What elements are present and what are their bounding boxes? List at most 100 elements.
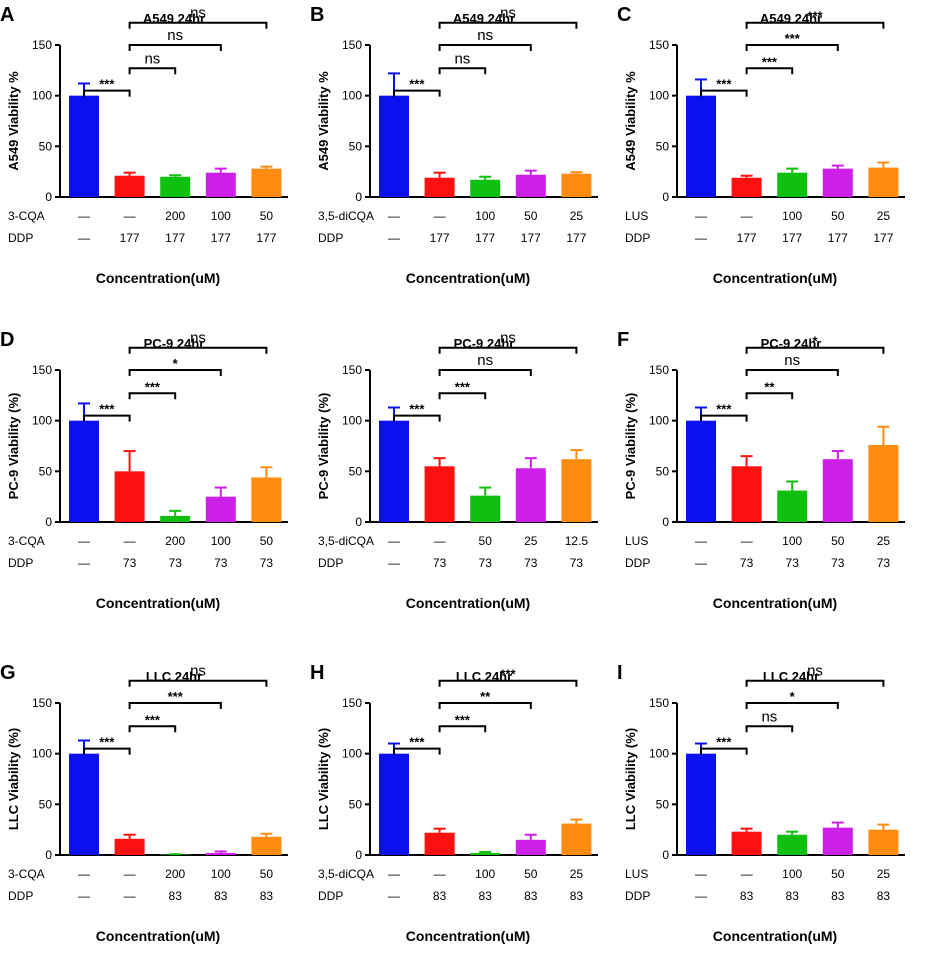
drug-dose: — <box>741 534 753 548</box>
panel-letter: D <box>0 329 14 351</box>
y-tick-label: 100 <box>649 89 669 103</box>
panel-letter: H <box>310 662 324 684</box>
drug-dose: 25 <box>877 867 891 881</box>
ddp-dose: 177 <box>475 231 495 245</box>
y-axis-label: PC-9 Viability (%) <box>623 393 638 500</box>
significance-label: ns <box>167 27 183 44</box>
drug-dose: 100 <box>211 534 231 548</box>
ddp-dose: — <box>695 231 707 245</box>
significance-bracket <box>745 369 839 376</box>
significance-label: *** <box>807 9 823 24</box>
drug-dose: — <box>695 209 707 223</box>
significance-bracket <box>438 44 532 51</box>
significance-label: ns <box>454 50 470 67</box>
ddp-dose: 177 <box>782 231 802 245</box>
drug-dose: — <box>124 534 136 548</box>
y-tick-label: 0 <box>45 848 52 862</box>
significance-bracket <box>745 21 885 29</box>
y-tick-label: 0 <box>45 515 52 529</box>
significance-label: *** <box>455 379 471 394</box>
ddp-dose: 73 <box>740 556 754 570</box>
significance-bracket <box>438 369 532 376</box>
drug-dose: 50 <box>524 209 538 223</box>
ddp-dose: 73 <box>479 556 493 570</box>
ddp-dose: 83 <box>169 889 183 903</box>
y-axis-label: A549 Viability % <box>623 71 638 171</box>
significance-label: ns <box>761 708 777 725</box>
bar-5 <box>251 168 282 197</box>
bar-2 <box>114 471 145 522</box>
significance-bracket <box>128 369 222 376</box>
significance-label: *** <box>168 689 184 704</box>
y-tick-label: 50 <box>349 797 363 811</box>
ddp-dose: 83 <box>570 889 584 903</box>
drug-dose: 200 <box>165 209 185 223</box>
bar-2 <box>731 177 762 197</box>
drug-dose: 25 <box>524 534 538 548</box>
y-tick-label: 100 <box>32 414 52 428</box>
bar-4 <box>515 468 546 522</box>
y-tick-label: 0 <box>662 190 669 204</box>
y-tick-label: 150 <box>342 363 362 377</box>
significance-bracket <box>438 725 487 733</box>
ddp-dose: 73 <box>433 556 447 570</box>
bar-1 <box>686 420 716 522</box>
ddp-dose: 83 <box>260 889 274 903</box>
bar-3 <box>470 495 501 522</box>
ddp-dose: — <box>695 556 707 570</box>
ddp-dose: 83 <box>877 889 891 903</box>
significance-label: *** <box>99 735 115 750</box>
y-tick-label: 0 <box>355 515 362 529</box>
y-tick-label: 50 <box>349 139 363 153</box>
drug-dose: — <box>695 867 707 881</box>
y-tick-label: 150 <box>649 696 669 710</box>
y-axis-label: A549 Viability % <box>6 71 21 171</box>
ddp-dose: — <box>124 889 136 903</box>
drug-dose: — <box>741 867 753 881</box>
ddp-dose: 177 <box>165 231 185 245</box>
y-tick-label: 50 <box>349 464 363 478</box>
significance-label: ** <box>480 689 491 704</box>
significance-bracket <box>745 44 839 51</box>
bar-3 <box>470 852 501 855</box>
ddp-row-label: DDP <box>8 556 33 570</box>
ddp-dose: 73 <box>877 556 891 570</box>
drug-row-label: 3,5-diCQA <box>318 209 374 223</box>
bar-2 <box>731 831 762 855</box>
bar-5 <box>868 829 899 855</box>
y-tick-label: 50 <box>656 797 670 811</box>
significance-bracket <box>438 702 532 709</box>
bar-5 <box>868 444 899 522</box>
ddp-dose: — <box>388 889 400 903</box>
drug-dose: — <box>388 534 400 548</box>
y-tick-label: 50 <box>39 797 53 811</box>
drug-dose: — <box>388 209 400 223</box>
panel-letter: F <box>617 329 629 351</box>
drug-dose: — <box>695 534 707 548</box>
ddp-dose: — <box>388 231 400 245</box>
significance-label: *** <box>762 54 778 69</box>
y-tick-label: 50 <box>656 139 670 153</box>
significance-bracket <box>745 392 794 400</box>
ddp-row-label: DDP <box>625 556 650 570</box>
drug-row-label: LUS <box>625 534 648 548</box>
significance-label: *** <box>145 712 161 727</box>
y-tick-label: 150 <box>32 363 52 377</box>
ddp-row-label: DDP <box>8 231 33 245</box>
significance-label: ns <box>477 27 493 44</box>
significance-bracket <box>83 89 131 97</box>
drug-row-label: 3,5-diCQA <box>318 534 374 548</box>
x-axis-label: Concentration(uM) <box>406 595 530 611</box>
significance-label: *** <box>716 735 732 750</box>
significance-bracket <box>438 679 578 687</box>
bar-2 <box>424 177 455 197</box>
y-tick-label: 0 <box>355 190 362 204</box>
panel-letter: B <box>310 4 324 26</box>
bar-5 <box>251 477 282 522</box>
significance-bracket <box>745 67 794 75</box>
bar-2 <box>424 466 455 522</box>
drug-dose: 100 <box>211 209 231 223</box>
